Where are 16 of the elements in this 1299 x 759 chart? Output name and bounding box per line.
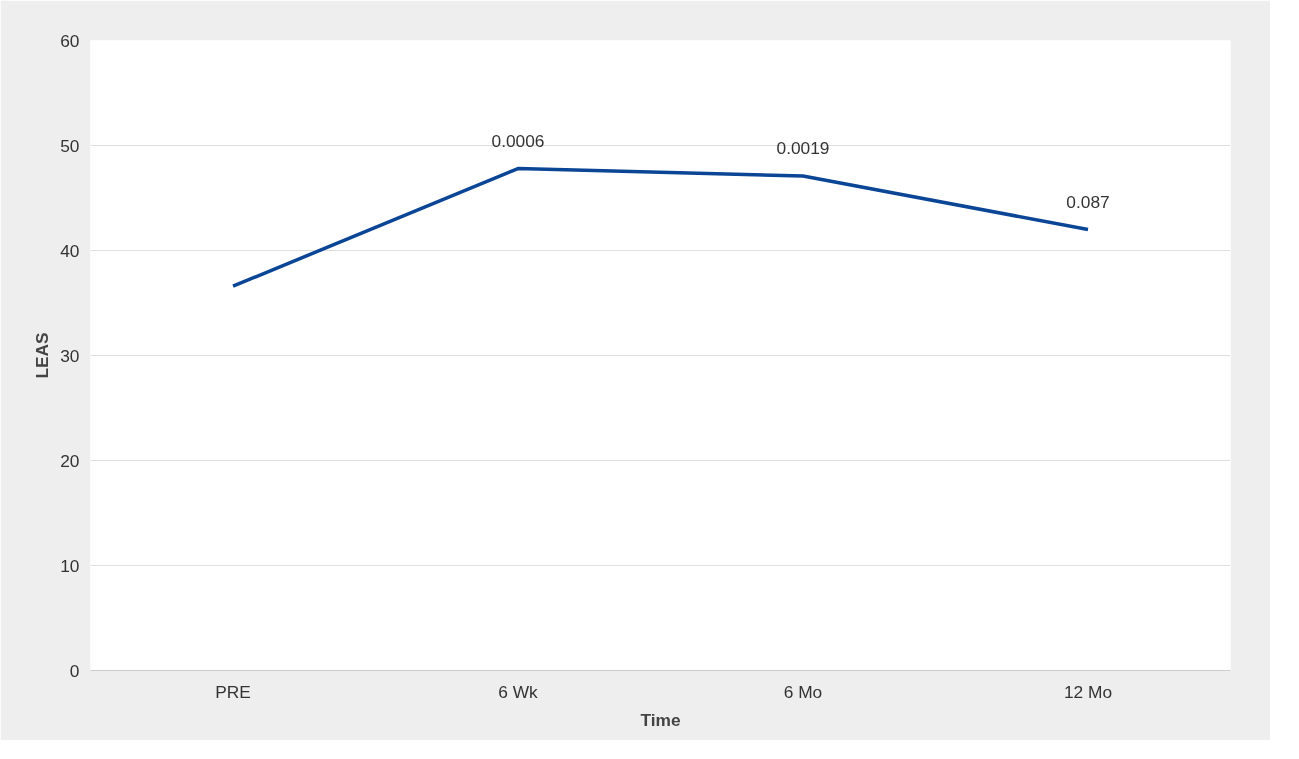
y-tick-label: 10 bbox=[60, 555, 80, 576]
y-tick-label: 0 bbox=[69, 660, 80, 681]
y-tick-label: 40 bbox=[60, 240, 80, 261]
y-tick-label: 60 bbox=[60, 30, 80, 51]
x-axis-title: Time bbox=[640, 709, 681, 730]
x-tick-label: 6 Mo bbox=[783, 681, 823, 702]
y-tick-label: 50 bbox=[60, 135, 80, 156]
annotation: 0.087 bbox=[1066, 191, 1110, 212]
x-tick-label: 12 Mo bbox=[1063, 681, 1113, 702]
x-tick-label: 6 Wk bbox=[498, 681, 539, 702]
x-tick-label: PRE bbox=[215, 681, 251, 702]
y-tick-label: 20 bbox=[60, 450, 80, 471]
y-axis-title: LEAS bbox=[32, 332, 53, 379]
annotation: 0.0019 bbox=[776, 137, 830, 158]
y-tick-label: 30 bbox=[60, 345, 80, 366]
annotation: 0.0006 bbox=[491, 130, 545, 151]
